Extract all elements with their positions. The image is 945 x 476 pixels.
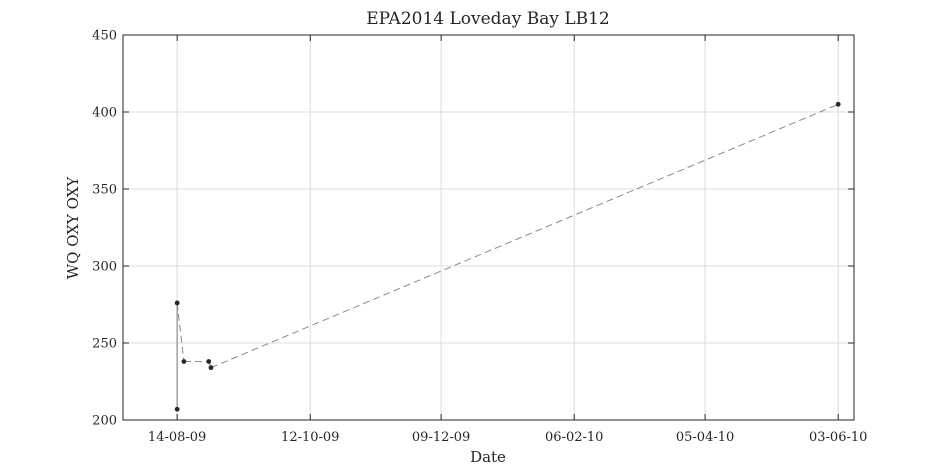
y-tick-label: 450	[92, 29, 117, 44]
series-line-segment	[176, 302, 185, 362]
series-line-segment	[210, 103, 839, 369]
y-tick-label: 350	[92, 183, 117, 198]
x-tick-label: 06-02-10	[545, 430, 603, 445]
y-tick-label: 400	[92, 106, 117, 121]
x-tick-label: 12-10-09	[281, 430, 339, 445]
y-tick-label: 200	[92, 414, 117, 429]
data-point	[208, 365, 214, 371]
data-point	[174, 406, 180, 412]
data-point	[835, 101, 841, 107]
axis-ticks: 200 250 300 350 400 450 14-08-09 12-10-09 09-12-…	[92, 29, 867, 446]
y-tick-label: 300	[92, 260, 117, 275]
data-point	[181, 359, 187, 364]
x-tick-label: 14-08-09	[148, 430, 206, 445]
y-tick-label: 250	[92, 337, 117, 352]
x-tick-label: 03-06-10	[809, 430, 867, 445]
y-axis-label: WQ OXY OXY	[64, 176, 82, 280]
grid	[123, 35, 854, 420]
x-axis-label: Date	[470, 448, 506, 466]
data-point	[206, 359, 212, 364]
x-tick-label: 09-12-09	[412, 430, 470, 445]
data-point	[174, 300, 180, 306]
series-layer	[174, 101, 841, 412]
x-tick-label: 05-04-10	[676, 430, 734, 445]
plot-area-frame	[122, 34, 855, 421]
chart-title: EPA2014 Loveday Bay LB12	[366, 9, 610, 29]
